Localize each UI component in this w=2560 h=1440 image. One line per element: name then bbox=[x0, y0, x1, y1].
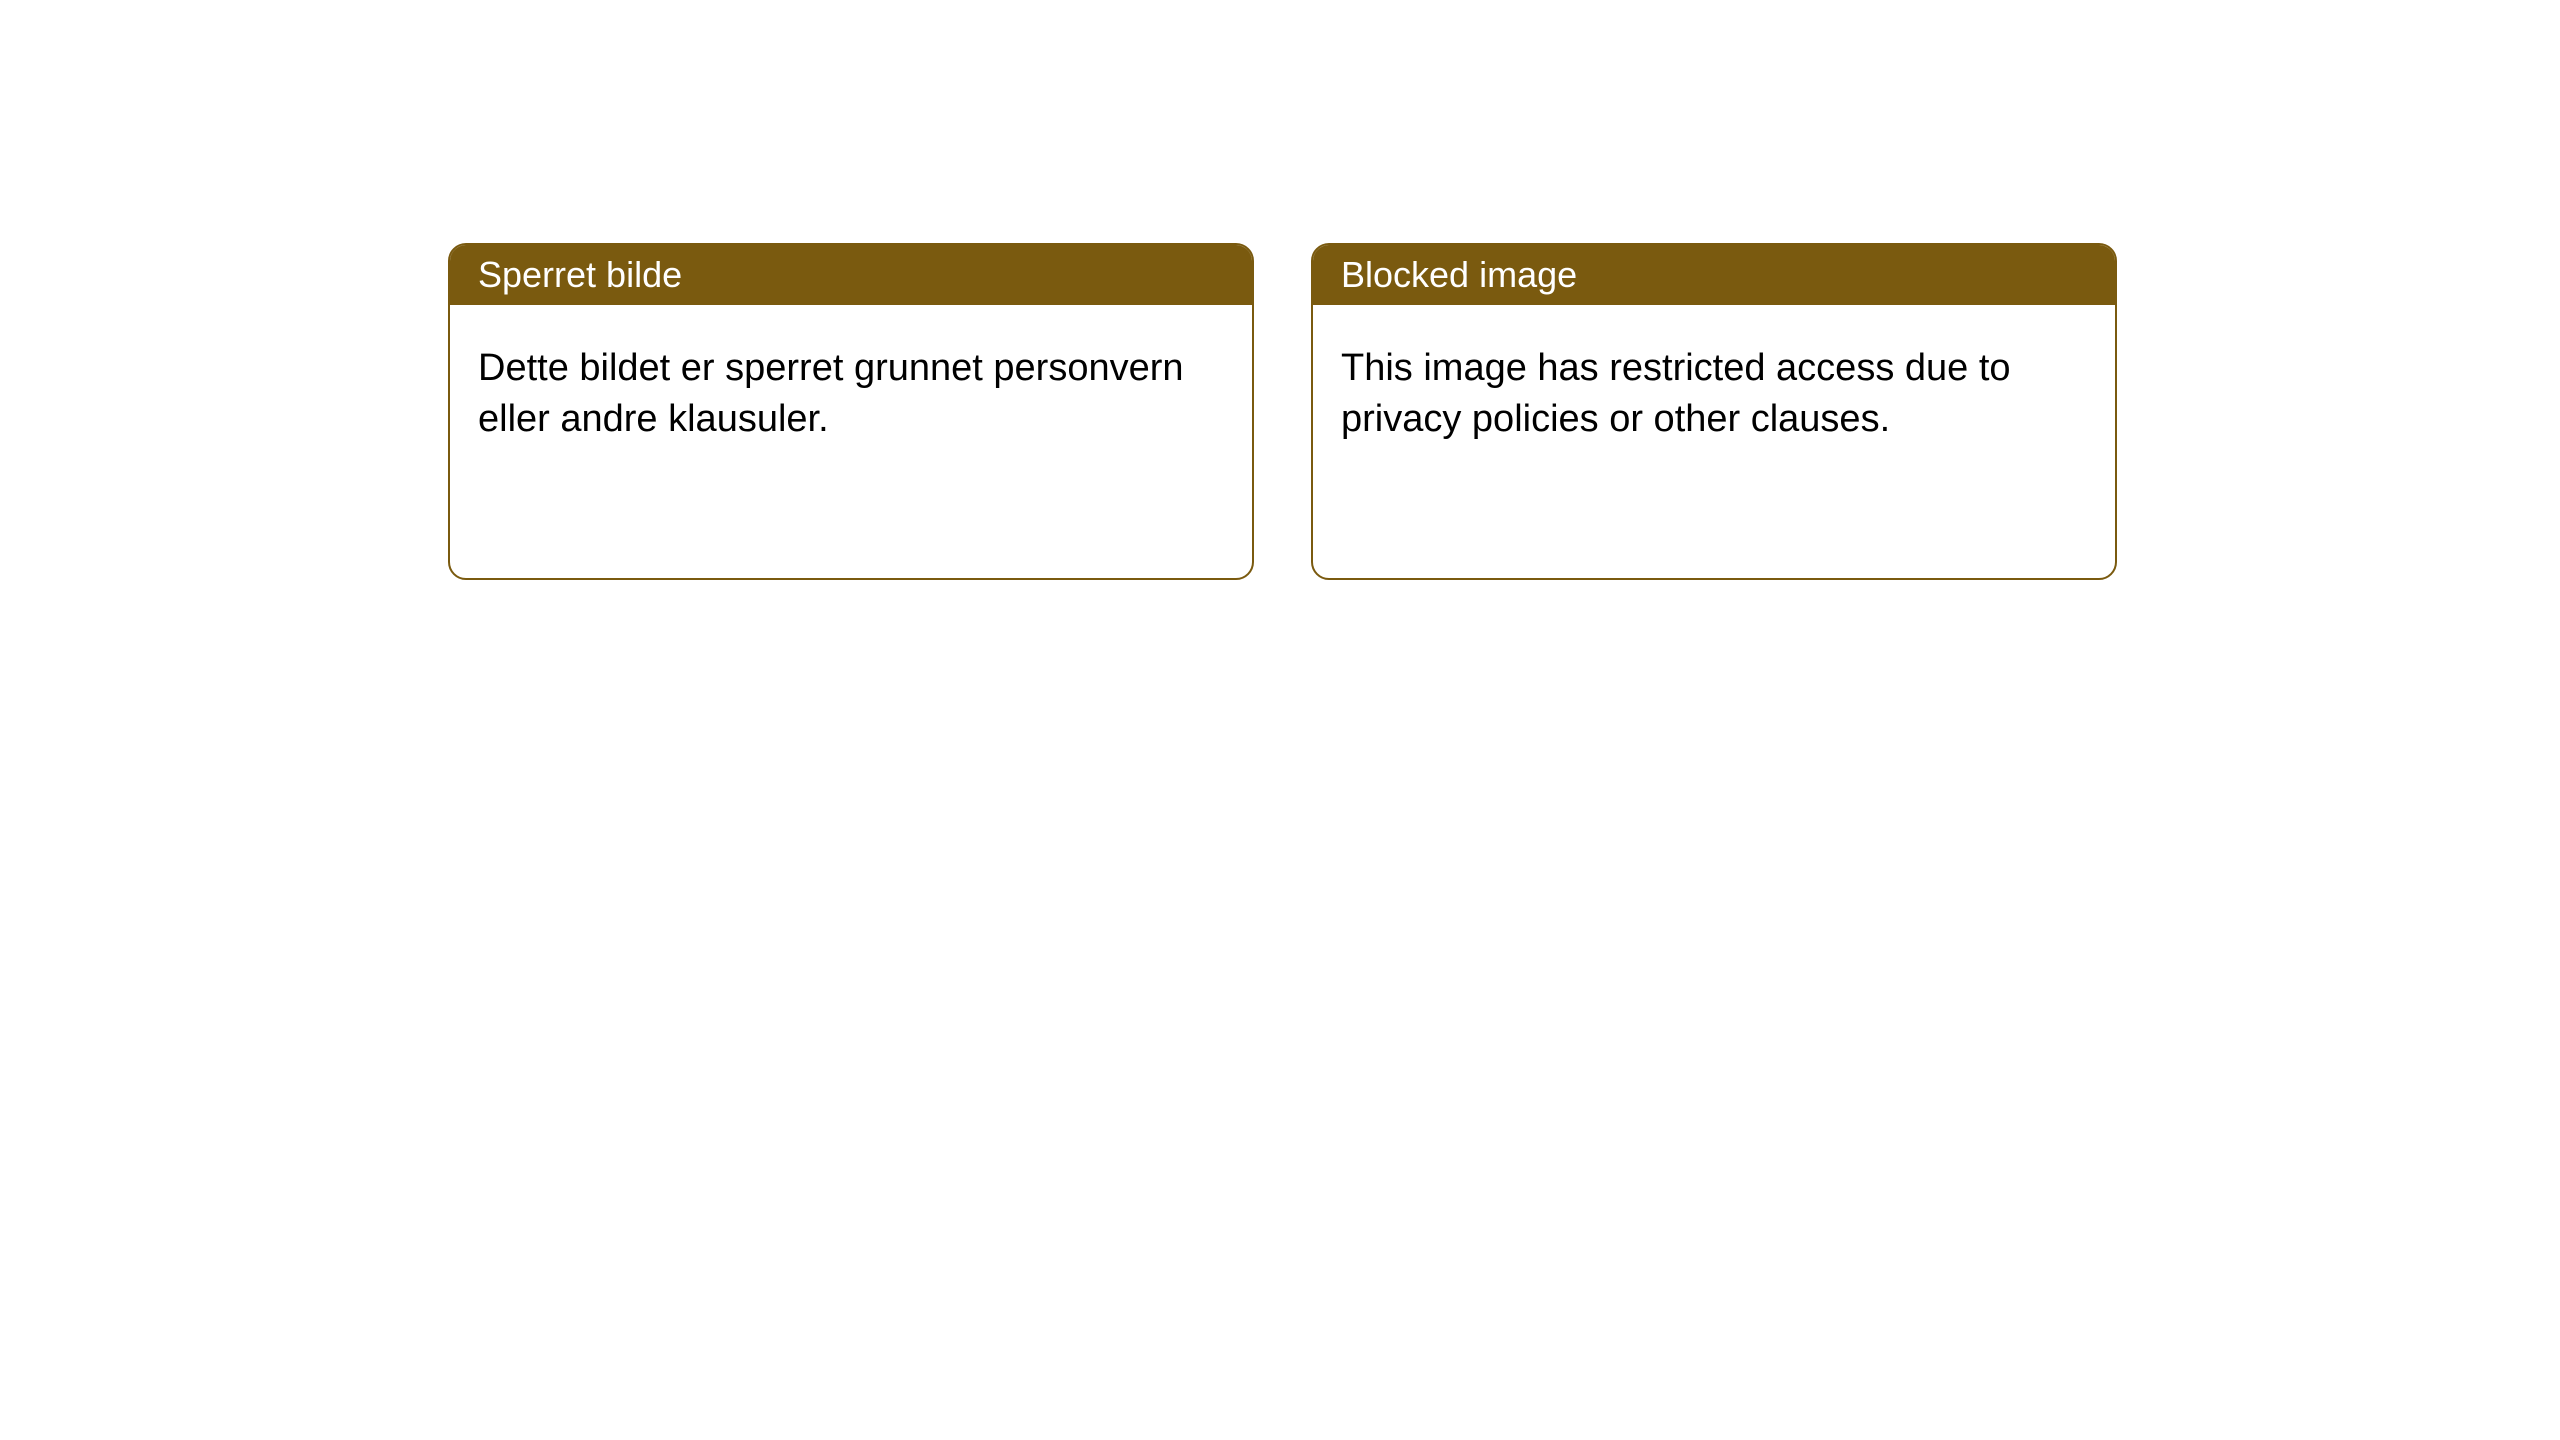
notice-card-norwegian: Sperret bilde Dette bildet er sperret gr… bbox=[448, 243, 1254, 580]
notice-card-english: Blocked image This image has restricted … bbox=[1311, 243, 2117, 580]
notice-card-title: Sperret bilde bbox=[478, 254, 682, 296]
notice-card-body-text: This image has restricted access due to … bbox=[1341, 347, 2011, 440]
notice-cards-container: Sperret bilde Dette bildet er sperret gr… bbox=[448, 243, 2117, 580]
notice-card-header: Blocked image bbox=[1313, 245, 2115, 305]
notice-card-title: Blocked image bbox=[1341, 254, 1577, 296]
notice-card-body: Dette bildet er sperret grunnet personve… bbox=[450, 305, 1252, 484]
notice-card-header: Sperret bilde bbox=[450, 245, 1252, 305]
notice-card-body-text: Dette bildet er sperret grunnet personve… bbox=[478, 347, 1184, 440]
notice-card-body: This image has restricted access due to … bbox=[1313, 305, 2115, 484]
